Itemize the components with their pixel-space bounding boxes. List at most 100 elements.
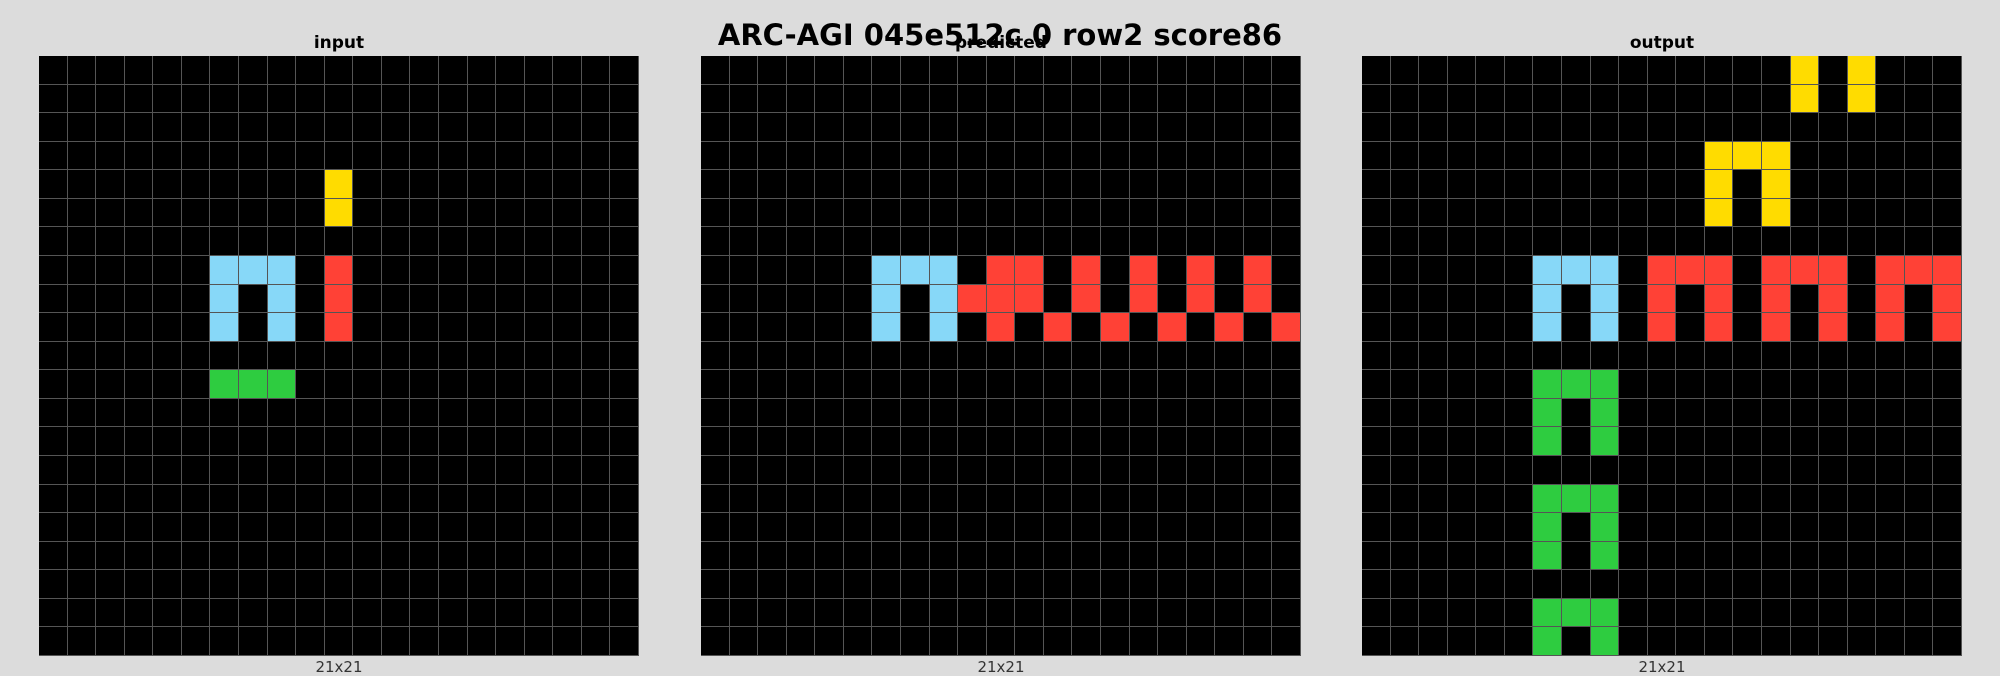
grid-cell [1390,370,1420,399]
grid-cell [238,570,268,599]
grid-cell [1847,570,1877,599]
grid-cell [238,627,268,656]
grid-cell [1876,598,1905,628]
grid-cell [786,598,816,628]
grid-cell [1904,198,1934,228]
grid-cell [238,370,268,399]
grid-cell [1590,370,1620,399]
input-grid [39,56,639,656]
grid-cell [153,141,182,171]
grid-cell [986,313,1016,342]
grid-cell [1790,370,1820,399]
grid-cell [1072,113,1101,142]
grid-cell [553,198,582,228]
grid-cell [815,341,844,371]
grid-cell [1533,627,1562,656]
grid-cell [1447,170,1477,199]
grid-cell [786,541,816,571]
grid-cell [296,170,325,199]
grid-cell [267,56,297,85]
grid-cell [1100,113,1130,142]
grid-cell [1419,198,1448,228]
grid-cell [1015,427,1044,456]
grid-cell [1904,170,1934,199]
grid-cell [1186,541,1216,571]
grid-cell [553,341,582,371]
grid-cell [1733,113,1762,142]
grid-cell [1590,570,1620,599]
grid-cell [1419,170,1448,199]
grid-cell [1933,170,1962,199]
grid-cell [1186,170,1216,199]
grid-cell [1043,627,1073,656]
grid-cell [296,398,325,428]
grid-cell [267,455,297,485]
grid-cell [1819,255,1848,285]
grid-cell [353,341,382,371]
grid-cell [238,227,268,256]
grid-cell [872,84,901,114]
grid-cell [1647,513,1677,542]
grid-cell [900,56,930,85]
grid-cell [1129,341,1159,371]
grid-cell [67,141,97,171]
grid-cell [729,198,759,228]
grid-cell [1933,141,1962,171]
grid-cell [1619,313,1648,342]
grid-cell [1533,313,1562,342]
grid-cell [1186,141,1216,171]
grid-cell [581,541,611,571]
grid-cell [96,141,125,171]
grid-cell [1904,427,1934,456]
grid-cell [1904,255,1934,285]
grid-cell [815,398,844,428]
grid-cell [296,370,325,399]
grid-cell [958,341,987,371]
grid-cell [1790,570,1820,599]
panel-label-input: input [313,33,365,53]
grid-cell [1819,398,1848,428]
grid-cell [438,141,468,171]
grid-cell [1158,255,1187,285]
grid-cell [958,541,987,571]
grid-cell [1819,113,1848,142]
grid-cell [1215,227,1244,256]
grid-cell [1533,513,1562,542]
grid-cell [758,398,787,428]
grid-cell [1533,113,1562,142]
grid-cell [1561,455,1591,485]
grid-cell [381,284,411,314]
grid-cell [843,198,873,228]
grid-cell [1243,398,1273,428]
grid-cell [96,541,125,571]
grid-cell [39,627,68,656]
grid-cell [296,56,325,85]
grid-cell [786,56,816,85]
grid-cell [1476,198,1505,228]
grid-cell [1533,284,1562,314]
grid-cell [758,255,787,285]
grid-cell [1272,541,1301,571]
grid-cell [181,570,211,599]
grid-cell [1362,484,1391,514]
grid-cell [958,141,987,171]
grid-cell [581,341,611,371]
grid-cell [267,141,297,171]
grid-cell [124,370,154,399]
grid-cell [1676,627,1705,656]
grid-cell [67,484,97,514]
grid-cell [1647,370,1677,399]
grid-cell [153,170,182,199]
grid-cell [1933,370,1962,399]
grid-cell [900,255,930,285]
grid-cell [296,570,325,599]
grid-cell [124,56,154,85]
grid-cell [467,541,497,571]
grid-cell [1876,141,1905,171]
grid-cell [1876,627,1905,656]
grid-cell [1158,227,1187,256]
grid-cell [929,398,959,428]
grid-cell [1761,227,1791,256]
grid-cell [1933,427,1962,456]
grid-cell [1761,170,1791,199]
